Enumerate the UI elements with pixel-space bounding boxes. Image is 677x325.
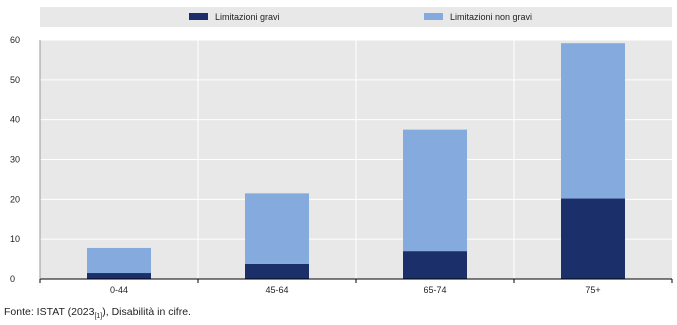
bar-45-64-series-2 — [245, 193, 309, 264]
legend-label-2: Limitazioni non gravi — [450, 12, 532, 22]
source-reference: [1] — [94, 313, 103, 321]
y-tick-label: 40 — [10, 115, 20, 125]
bar-65-74-series-1 — [403, 251, 467, 279]
source-prefix: Fonte: ISTAT (2023 — [4, 306, 95, 318]
bar-0-44-series-2 — [87, 247, 151, 274]
bar-65-74-series-2 — [403, 129, 467, 252]
axes: 0 10 20 30 40 50 60 0-44 45-64 65-74 75+ — [10, 35, 673, 295]
y-tick-label: 0 — [10, 274, 15, 284]
legend-background — [40, 7, 672, 27]
x-tick-label: 0-44 — [110, 285, 128, 295]
legend-swatch-1 — [189, 13, 208, 20]
x-tick-label: 75+ — [585, 285, 600, 295]
y-tick-label: 60 — [10, 35, 20, 45]
y-tick-label: 10 — [10, 234, 20, 244]
legend-swatch-2 — [424, 13, 443, 20]
y-tick-label: 50 — [10, 75, 20, 85]
bar-75+-series-2 — [561, 43, 625, 199]
legend-label-1: Limitazioni gravi — [215, 12, 280, 22]
bar-45-64-series-1 — [245, 263, 309, 279]
bars — [87, 43, 625, 279]
source-suffix: ), Disabilità in cifre. — [102, 306, 191, 318]
y-tick-label: 30 — [10, 155, 20, 165]
x-tick-label: 65-74 — [423, 285, 446, 295]
stacked-bar-chart: Limitazioni gravi Limitazioni non gravi 0… — [10, 7, 673, 295]
legend: Limitazioni gravi Limitazioni non gravi — [189, 12, 532, 22]
x-tick-label: 45-64 — [265, 285, 288, 295]
y-tick-label: 20 — [10, 194, 20, 204]
bar-75+-series-1 — [561, 198, 625, 279]
bar-0-44-series-1 — [87, 273, 151, 279]
source-note: Fonte: ISTAT (2023[1]), Disabilità in ci… — [4, 306, 191, 320]
